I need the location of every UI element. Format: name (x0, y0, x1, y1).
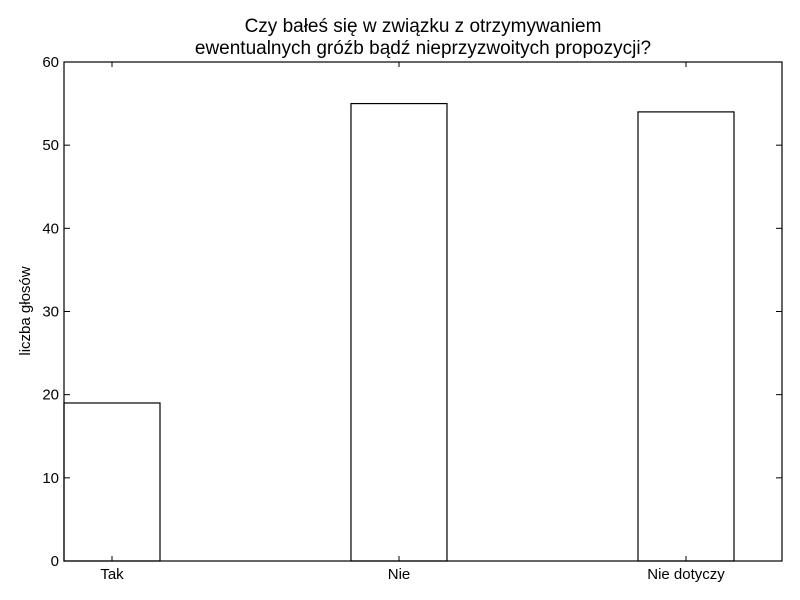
bar-1 (350, 102, 448, 562)
y-tick-label-3: 30 (42, 304, 59, 321)
x-tick-label-0: Tak (100, 566, 124, 583)
x-tick-label-1: Nie (388, 566, 411, 583)
x-tick-label-2: Nie dotyczy (647, 566, 725, 583)
chart-title-line-1: Czy bałeś się w związku z otrzymywaniem (245, 16, 602, 37)
bar-0 (63, 402, 161, 562)
plot-frame (63, 61, 783, 562)
y-tick-label-2: 20 (42, 387, 59, 404)
y-tick-label-0: 0 (51, 553, 59, 570)
y-tick-label-6: 60 (42, 54, 59, 71)
y-tick-label-1: 10 (42, 470, 59, 487)
y-axis-label: liczba głosów (17, 266, 34, 355)
chart-title-line-2: ewentualnych gróźb bądź nieprzyzwoitych … (195, 38, 651, 59)
y-tick-label-4: 40 (42, 220, 59, 237)
y-tick-label-5: 50 (42, 137, 59, 154)
bar-2 (637, 111, 735, 562)
bars-layer (63, 102, 735, 562)
